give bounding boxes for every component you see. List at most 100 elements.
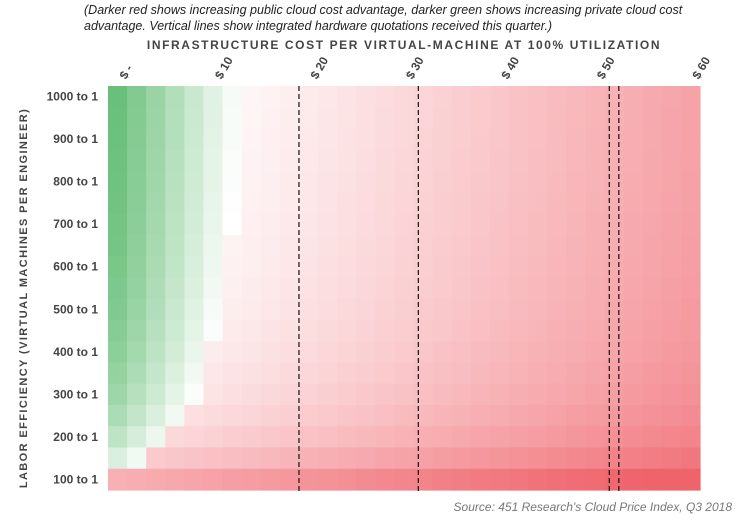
heatmap-cell (184, 128, 205, 151)
heatmap-cell (585, 341, 606, 364)
heatmap-cell (375, 234, 396, 257)
heatmap-cell (184, 319, 205, 342)
heatmap-cell (585, 383, 606, 406)
heatmap-cell (203, 107, 224, 130)
heatmap-cell (566, 404, 587, 427)
heatmap-cell (585, 171, 606, 193)
heatmap-cell (184, 256, 205, 278)
heatmap-cell (394, 319, 415, 342)
heatmap-cell (184, 171, 205, 193)
heatmap-cell (394, 149, 415, 172)
heatmap-cell (356, 319, 376, 342)
heatmap-cell (241, 277, 262, 300)
heatmap-cell (184, 277, 205, 300)
heatmap-cell (127, 234, 147, 257)
heatmap-cell (432, 426, 453, 449)
heatmap-cell (413, 192, 434, 215)
heatmap-cell (642, 192, 663, 215)
heatmap-cell (165, 447, 185, 470)
heatmap-cell (298, 149, 319, 172)
heatmap-cell (260, 468, 281, 491)
heatmap-cell (337, 86, 357, 108)
heatmap-cell (298, 468, 319, 491)
heatmap-cell (222, 107, 243, 130)
heatmap-cell (356, 341, 376, 364)
heatmap-cell (623, 171, 644, 193)
heatmap-cell (509, 447, 529, 470)
heatmap-cell (509, 468, 529, 491)
heatmap-cell (661, 192, 682, 215)
heatmap-cell (146, 171, 166, 193)
heatmap-cell (394, 277, 415, 300)
heatmap-cell (470, 468, 491, 491)
heatmap-cell (108, 107, 128, 130)
heatmap-cell (318, 319, 338, 342)
heatmap-cell (127, 319, 147, 342)
heatmap-cell (585, 319, 606, 342)
heatmap-cell (604, 149, 625, 172)
heatmap-cell (661, 277, 682, 300)
heatmap-cell (680, 298, 701, 321)
heatmap-cell (184, 404, 205, 427)
heatmap-cell (298, 192, 319, 215)
heatmap-cell (146, 404, 166, 427)
heatmap-cell (222, 468, 243, 491)
heatmap-cell (146, 341, 166, 364)
heatmap-cell (241, 468, 262, 491)
heatmap-cell (566, 341, 587, 364)
heatmap-cell (528, 404, 548, 427)
heatmap-cell (184, 192, 205, 215)
heatmap-cell (413, 468, 434, 491)
heatmap-cell (318, 447, 338, 470)
heatmap-cell (375, 468, 396, 491)
heatmap-cell (279, 468, 300, 491)
heatmap-cell (298, 277, 319, 300)
heatmap-cell (337, 383, 357, 406)
heatmap-cell (604, 319, 625, 342)
heatmap-cell (528, 128, 548, 151)
heatmap-cell (604, 213, 625, 236)
heatmap-cell (222, 447, 243, 470)
heatmap-cell (509, 426, 529, 449)
heatmap-cell (127, 213, 147, 236)
heatmap-cell (375, 86, 396, 108)
heatmap-cell (604, 107, 625, 130)
heatmap-cell (184, 341, 205, 364)
y-tick-label: 1000 to 1 (47, 90, 99, 104)
heatmap-cell (203, 256, 224, 278)
heatmap-cell (127, 256, 147, 278)
heatmap-cell (470, 383, 491, 406)
heatmap-cell (413, 319, 434, 342)
heatmap-cell (279, 171, 300, 193)
heatmap-cell (451, 468, 472, 491)
heatmap-cell (146, 128, 166, 151)
heatmap-cell (165, 468, 185, 491)
heatmap-cell (470, 213, 491, 236)
heatmap-cell (489, 362, 510, 385)
heatmap-cell (394, 192, 415, 215)
heatmap-cell (318, 383, 338, 406)
heatmap-cell (203, 298, 224, 321)
heatmap-cell (394, 426, 415, 449)
heatmap-cell (604, 468, 625, 491)
heatmap-cell (489, 468, 510, 491)
heatmap-cell (318, 86, 338, 108)
heatmap-cell (146, 468, 166, 491)
heatmap-cell (394, 86, 415, 108)
heatmap-cell (623, 404, 644, 427)
heatmap-cell (547, 234, 567, 257)
heatmap-cell (528, 319, 548, 342)
heatmap-cell (547, 213, 567, 236)
heatmap-cell (547, 404, 567, 427)
heatmap-cell (585, 107, 606, 130)
heatmap-cell (604, 171, 625, 193)
heatmap-cell (241, 447, 262, 470)
heatmap-cell (432, 383, 453, 406)
heatmap-cell (604, 128, 625, 151)
heatmap-cell (356, 362, 376, 385)
heatmap-cell (337, 234, 357, 257)
heatmap-cell (547, 107, 567, 130)
heatmap-cell (394, 404, 415, 427)
heatmap-cell (566, 171, 587, 193)
heatmap-cell (566, 447, 587, 470)
